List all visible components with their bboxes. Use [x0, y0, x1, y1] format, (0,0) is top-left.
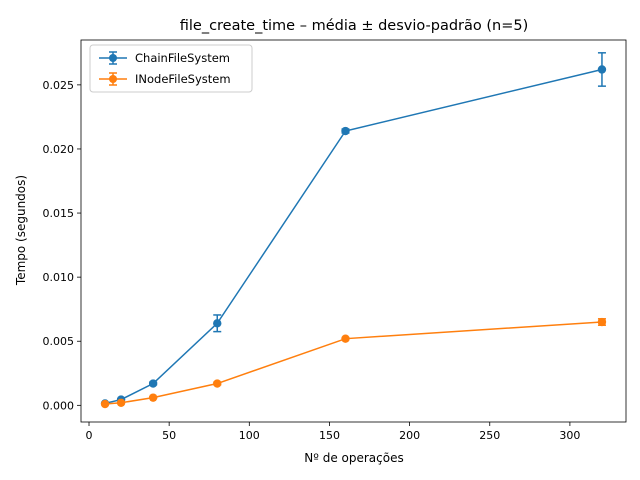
x-tick-label: 100: [239, 429, 260, 442]
y-tick-label: 0.005: [43, 335, 75, 348]
data-point: [116, 398, 126, 407]
x-tick-label: 0: [86, 429, 93, 442]
x-tick-label: 250: [479, 429, 500, 442]
data-point: [597, 317, 607, 327]
data-point: [148, 393, 158, 402]
legend-label: ChainFileSystem: [135, 51, 230, 65]
data-point: [341, 334, 350, 343]
y-tick-label: 0.015: [43, 207, 75, 220]
data-point: [341, 126, 350, 136]
legend-marker: [109, 75, 117, 83]
legend-marker: [109, 54, 117, 62]
x-tick-label: 200: [399, 429, 420, 442]
x-tick-label: 150: [319, 429, 340, 442]
y-axis-label: Tempo (segundos): [14, 175, 28, 286]
y-tick-label: 0.000: [43, 399, 75, 412]
y-tick-label: 0.025: [43, 79, 75, 92]
y-tick-label: 0.010: [43, 271, 75, 284]
data-point: [597, 65, 607, 74]
plot-layer: 0 50 100 150 200 250 300 0.000 0.005 0.010 0.015 0.…: [43, 39, 627, 442]
series-ChainFileSystem: [100, 52, 607, 408]
legend-box: [89, 44, 253, 93]
data-point: [213, 319, 222, 328]
series-line: [104, 321, 603, 405]
x-axis-label: Nº de operações: [304, 451, 403, 465]
y-tick-label: 0.020: [43, 143, 75, 156]
x-tick-label: 300: [559, 429, 580, 442]
chart-title: file_create_time – média ± desvio-padrão…: [180, 18, 529, 34]
x-tick-label: 50: [162, 429, 176, 442]
data-point: [100, 399, 110, 409]
plot-frame: [80, 39, 627, 423]
data-point: [148, 379, 158, 388]
legend: ChainFileSystem INodeFileSystem: [89, 44, 253, 93]
series-line: [104, 68, 603, 405]
series-INodeFileSystem: [100, 317, 607, 409]
legend-label: INodeFileSystem: [135, 72, 231, 86]
data-point: [213, 379, 222, 388]
